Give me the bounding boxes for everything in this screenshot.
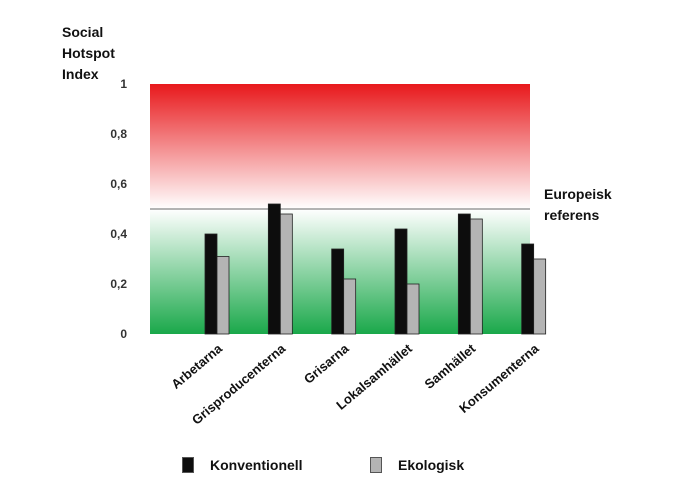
legend-swatch-ekologisk — [370, 457, 382, 473]
bar-ekologisk-arbetarna — [216, 256, 230, 335]
reference-label-line: referens — [544, 207, 600, 223]
y-axis-title-line: Hotspot — [62, 45, 115, 61]
y-tick-label: 0,2 — [110, 277, 127, 291]
legend-swatch-konventionell — [182, 457, 194, 473]
y-tick-label: 0,4 — [110, 227, 127, 241]
y-axis-title-line: Social — [62, 24, 104, 40]
bar-ekologisk-lokalsamhället — [406, 283, 420, 335]
bar-ekologisk-grisarna — [343, 278, 357, 335]
legend-item-ekologisk: Ekologisk — [370, 457, 464, 473]
y-tick-label: 0 — [120, 327, 127, 341]
bar-konventionell-arbetarna — [204, 233, 218, 335]
bar-konventionell-samhället — [457, 213, 471, 335]
x-tick-label: Samhället — [422, 340, 479, 391]
y-tick-label: 0,8 — [110, 127, 127, 141]
y-axis-title: Social Hotspot Index — [62, 22, 115, 85]
legend-label-ekologisk: Ekologisk — [398, 457, 465, 473]
bar-konventionell-lokalsamhället — [394, 228, 408, 335]
y-tick-label: 0,6 — [110, 177, 127, 191]
legend-item-konventionell: Konventionell — [182, 457, 303, 473]
reference-label-line: Europeisk — [544, 186, 612, 202]
reference-label: Europeisk referens — [544, 184, 612, 226]
y-axis-title-line: Index — [62, 66, 99, 82]
bar-ekologisk-konsumenterna — [533, 258, 547, 335]
bar-konventionell-grisproducenterna — [267, 203, 281, 335]
bar-ekologisk-samhället — [469, 218, 483, 335]
legend-label-konventionell: Konventionell — [210, 457, 303, 473]
y-tick-label: 1 — [120, 77, 127, 91]
bar-konventionell-grisarna — [331, 248, 345, 335]
x-tick-label: Arbetarna — [168, 340, 225, 391]
bar-ekologisk-grisproducenterna — [279, 213, 293, 335]
x-tick-label: Grisarna — [301, 340, 352, 386]
bar-konventionell-konsumenterna — [521, 243, 535, 335]
